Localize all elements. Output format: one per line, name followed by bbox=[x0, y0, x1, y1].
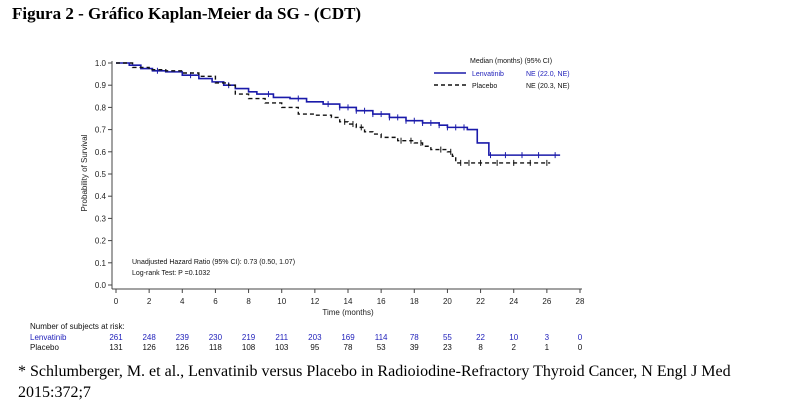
y-tick-label: 0.5 bbox=[95, 170, 107, 179]
risk-table-title: Number of subjects at risk: bbox=[30, 322, 125, 331]
footnote: * Schlumberger, M. et al., Lenvatinib ve… bbox=[18, 363, 731, 401]
risk-value: 78 bbox=[344, 343, 353, 352]
risk-value: 239 bbox=[176, 333, 190, 342]
legend-median: NE (22.0, NE) bbox=[526, 71, 570, 78]
risk-value: 3 bbox=[545, 333, 550, 342]
legend-median: NE (20.3, NE) bbox=[526, 83, 570, 90]
x-ticks: 0 2 4 6 8 10 12 14 16 18 20 22 24 26 28 bbox=[114, 289, 585, 306]
risk-value: 23 bbox=[443, 343, 452, 352]
risk-value: 53 bbox=[377, 343, 386, 352]
y-tick-label: 0.3 bbox=[95, 214, 107, 223]
risk-value: 203 bbox=[308, 333, 322, 342]
risk-value: 8 bbox=[478, 343, 483, 352]
y-tick-label: 0.0 bbox=[95, 281, 107, 290]
x-tick-label: 2 bbox=[147, 297, 152, 306]
x-axis-label: Time (months) bbox=[322, 308, 374, 317]
risk-row-label: Placebo bbox=[30, 343, 59, 352]
stat-annotation: Log-rank Test: P =0.1032 bbox=[132, 270, 210, 277]
x-tick-label: 18 bbox=[410, 297, 419, 306]
y-tick-label: 0.1 bbox=[95, 259, 107, 268]
risk-value: 114 bbox=[375, 333, 388, 342]
y-axis-label: Probability of Survival bbox=[80, 134, 89, 211]
risk-value: 2 bbox=[511, 343, 516, 352]
risk-value: 0 bbox=[578, 333, 583, 342]
risk-value: 169 bbox=[341, 333, 355, 342]
stat-annotation: Unadjusted Hazard Ratio (95% CI): 0.73 (… bbox=[132, 259, 295, 266]
legend: Median (months) (95% CI) Lenvatinib NE (22… bbox=[434, 58, 570, 90]
x-tick-label: 24 bbox=[509, 297, 518, 306]
x-tick-label: 26 bbox=[542, 297, 551, 306]
risk-value: 10 bbox=[509, 333, 518, 342]
risk-value: 0 bbox=[578, 343, 583, 352]
risk-value: 230 bbox=[209, 333, 223, 342]
annotations: Unadjusted Hazard Ratio (95% CI): 0.73 (… bbox=[132, 259, 295, 277]
survival-curves bbox=[116, 62, 561, 166]
legend-name: Placebo bbox=[472, 83, 497, 90]
y-tick-label: 0.7 bbox=[95, 126, 107, 135]
risk-value: 95 bbox=[310, 343, 319, 352]
risk-value: 131 bbox=[109, 343, 123, 352]
risk-value: 39 bbox=[410, 343, 419, 352]
x-tick-label: 4 bbox=[180, 297, 185, 306]
x-tick-label: 6 bbox=[213, 297, 218, 306]
y-tick-label: 1.0 bbox=[95, 59, 107, 68]
risk-value: 261 bbox=[109, 333, 123, 342]
risk-value: 211 bbox=[275, 333, 288, 342]
risk-value: 78 bbox=[410, 333, 419, 342]
risk-value: 126 bbox=[176, 343, 190, 352]
risk-value: 108 bbox=[242, 343, 256, 352]
risk-row-label: Lenvatinib bbox=[30, 333, 67, 342]
risk-value: 55 bbox=[443, 333, 452, 342]
x-tick-label: 28 bbox=[576, 297, 585, 306]
x-tick-label: 12 bbox=[310, 297, 319, 306]
figure-title: Figura 2 - Gráfico Kaplan-Meier da SG - … bbox=[12, 4, 362, 23]
x-tick-label: 8 bbox=[246, 297, 251, 306]
lenvatinib-curve bbox=[116, 62, 561, 156]
x-tick-label: 0 bbox=[114, 297, 119, 306]
legend-name: Lenvatinib bbox=[472, 71, 504, 78]
risk-table: Number of subjects at risk: Lenvatinib 261… bbox=[30, 322, 583, 352]
risk-value: 126 bbox=[142, 343, 156, 352]
x-tick-label: 14 bbox=[344, 297, 353, 306]
y-tick-label: 0.8 bbox=[95, 103, 107, 112]
x-tick-label: 20 bbox=[443, 297, 452, 306]
risk-value: 22 bbox=[476, 333, 485, 342]
y-tick-label: 0.4 bbox=[95, 192, 107, 201]
y-tick-label: 0.6 bbox=[95, 148, 107, 157]
risk-value: 1 bbox=[545, 343, 550, 352]
y-ticks: 0.0 0.1 0.2 0.3 0.4 0.5 0.6 0.7 0.8 0.9 1.0 bbox=[95, 59, 112, 290]
x-tick-label: 22 bbox=[476, 297, 485, 306]
risk-value: 248 bbox=[142, 333, 156, 342]
legend-header: Median (months) (95% CI) bbox=[470, 58, 552, 65]
risk-value: 103 bbox=[275, 343, 289, 352]
placebo-curve bbox=[116, 62, 551, 164]
risk-value: 118 bbox=[209, 343, 222, 352]
axes bbox=[111, 61, 582, 290]
y-tick-label: 0.9 bbox=[95, 81, 107, 90]
x-tick-label: 16 bbox=[377, 297, 386, 306]
risk-value: 219 bbox=[242, 333, 256, 342]
x-tick-label: 10 bbox=[277, 297, 286, 306]
y-tick-label: 0.2 bbox=[95, 237, 107, 246]
